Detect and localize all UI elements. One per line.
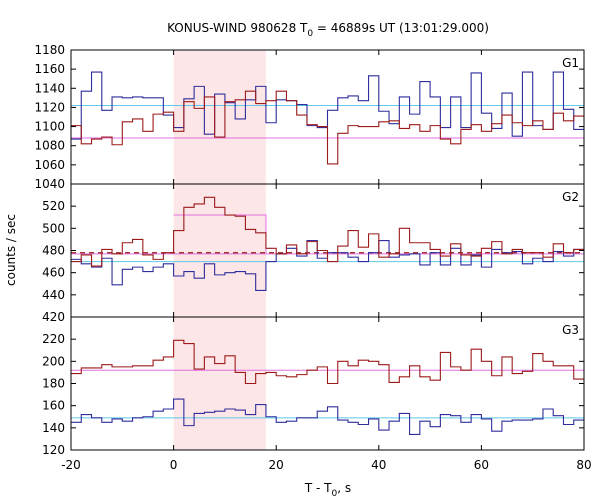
x-tick-label: -20 [61, 458, 81, 472]
y-tick-label: 1140 [34, 81, 65, 95]
y-axis-label: counts / sec [4, 214, 18, 286]
x-axis-label: T - T0, s [304, 481, 351, 499]
y-tick-label: 1080 [34, 139, 65, 153]
highlight-interval [173, 50, 266, 184]
y-tick-label: 140 [42, 421, 65, 435]
x-tick-label: 60 [474, 458, 489, 472]
y-tick-label: 460 [42, 266, 65, 280]
highlight-interval [173, 184, 266, 317]
x-tick-label: 0 [170, 458, 178, 472]
panel-label: G3 [562, 323, 579, 337]
panel-label: G2 [562, 190, 579, 204]
y-tick-label: 180 [42, 377, 65, 391]
y-tick-label: 500 [42, 221, 65, 235]
x-tick-label: 20 [269, 458, 284, 472]
panel-label: G1 [562, 56, 579, 70]
y-tick-label: 200 [42, 354, 65, 368]
series-red-g3 [71, 339, 584, 385]
y-tick-label: 1040 [34, 177, 65, 191]
y-tick-label: 520 [42, 199, 65, 213]
y-tick-label: 440 [42, 288, 65, 302]
chart-title: KONUS-WIND 980628 T0 = 46889s UT (13:01:… [167, 21, 489, 39]
y-tick-label: 1060 [34, 158, 65, 172]
y-tick-label: 1120 [34, 100, 65, 114]
x-tick-label: 80 [576, 458, 591, 472]
panel-g1: 1040 1060 1080 1100 1120 1140 1160 1180 G1 [34, 43, 585, 191]
y-tick-label: 1160 [34, 62, 65, 76]
x-tick-label: 40 [371, 458, 386, 472]
series-red-g1 [71, 90, 584, 165]
y-tick-label: 480 [42, 244, 65, 258]
panel-g3: 120 140 160 180 200 220 G3 [42, 316, 585, 457]
y-tick-label: 1100 [34, 120, 65, 134]
y-tick-label: 420 [42, 310, 65, 324]
y-tick-label: 1180 [34, 43, 65, 57]
series-blue-g2 [71, 239, 584, 291]
series-blue-g3 [71, 398, 584, 436]
series-blue-g1 [71, 71, 584, 140]
y-tick-label: 120 [42, 443, 65, 457]
y-tick-label: 160 [42, 399, 65, 413]
panel-g2: 420 440 460 480 500 520 G2 [42, 183, 585, 324]
y-tick-label: 220 [42, 332, 65, 346]
series-red-g2 [71, 196, 584, 267]
